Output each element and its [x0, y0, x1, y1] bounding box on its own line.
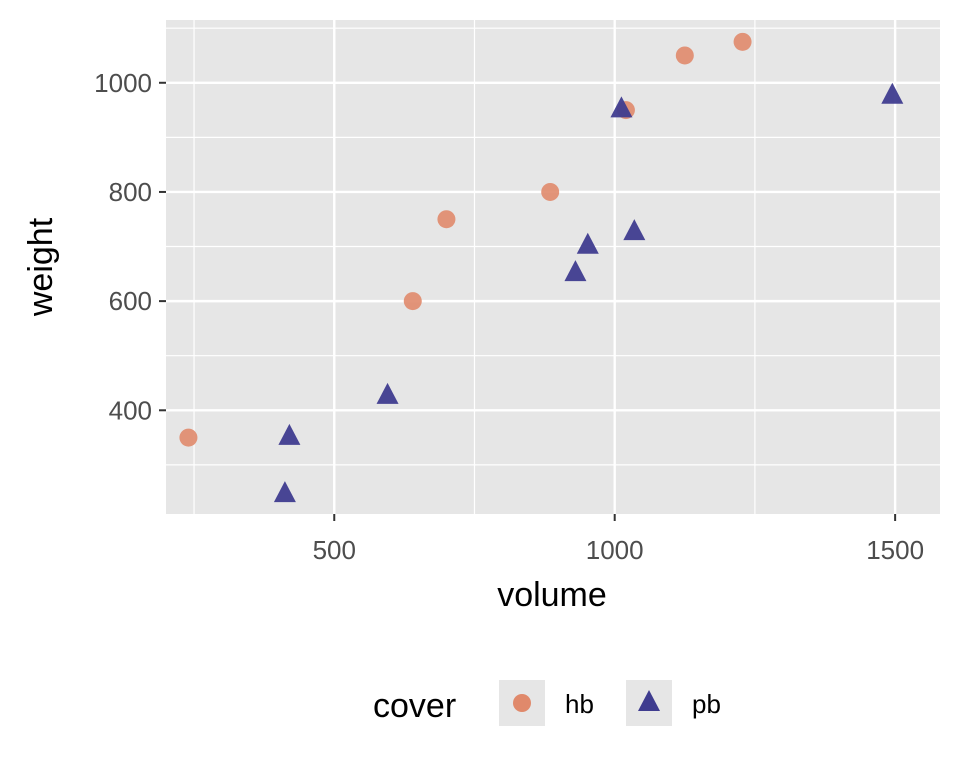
- x-tick-label: 1500: [866, 535, 924, 565]
- x-axis-ticks: 500 1000 1500: [313, 514, 924, 565]
- x-axis-title: volume: [497, 576, 607, 614]
- legend-marker-pb: [638, 690, 660, 711]
- x-tick-label: 1000: [586, 535, 644, 565]
- data-point-pb: [273, 481, 296, 503]
- plot-panel: [166, 20, 940, 514]
- data-points: [179, 32, 904, 503]
- data-point-pb: [278, 423, 301, 445]
- data-point-pb: [376, 382, 399, 404]
- data-point-pb: [623, 219, 646, 241]
- data-point-hb: [733, 32, 752, 51]
- minor-grid: [166, 20, 940, 514]
- legend-label-pb: pb: [692, 689, 721, 719]
- y-tick-label: 600: [109, 286, 152, 316]
- y-axis-ticks: 400 600 800 1000: [94, 68, 166, 425]
- x-tick-label: 500: [313, 535, 356, 565]
- data-point-hb: [675, 46, 694, 65]
- data-point-hb: [179, 428, 198, 447]
- legend: cover hb pb: [373, 680, 721, 726]
- y-tick-label: 1000: [94, 68, 152, 98]
- legend-marker-hb: [513, 694, 531, 712]
- data-point-pb: [576, 232, 599, 254]
- y-tick-label: 400: [109, 395, 152, 425]
- legend-title: cover: [373, 687, 456, 725]
- data-point-pb: [564, 260, 587, 282]
- data-point-hb: [437, 210, 456, 229]
- legend-label-hb: hb: [565, 689, 594, 719]
- data-point-hb: [403, 292, 422, 311]
- y-tick-label: 800: [109, 177, 152, 207]
- data-point-pb: [881, 82, 904, 104]
- data-point-hb: [541, 182, 560, 201]
- data-point-pb: [610, 96, 633, 118]
- y-axis-title: weight: [22, 217, 60, 317]
